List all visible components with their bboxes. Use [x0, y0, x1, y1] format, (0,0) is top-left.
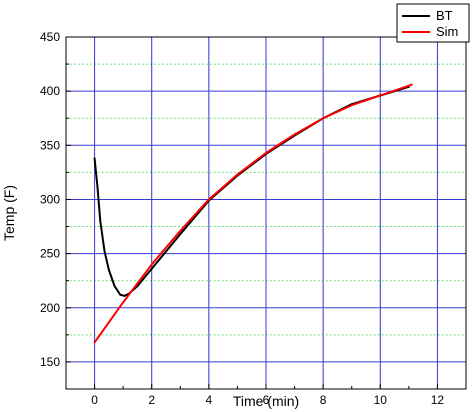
x-tick-label: 6 [263, 393, 270, 407]
x-tick-label: 8 [320, 393, 327, 407]
x-tick-label: 10 [374, 393, 388, 407]
y-tick-label: 150 [40, 355, 60, 369]
axis-labels: Time (min) Temp (F) [1, 185, 299, 409]
axis-ticks: 0 2 4 6 8 10 12 150 200 250 300 350 400 450 [40, 30, 444, 407]
x-tick-label: 2 [148, 393, 155, 407]
y-tick-label: 200 [40, 301, 60, 315]
legend-box [396, 3, 470, 43]
y-axis-label: Temp (F) [1, 185, 17, 241]
y-tick-label: 400 [40, 84, 60, 98]
legend-label-bt: BT [436, 8, 453, 23]
grid [66, 36, 466, 389]
series-lines [93, 83, 413, 344]
x-tick-label: 4 [206, 393, 213, 407]
x-tick-label: 0 [91, 393, 98, 407]
legend-label-sim: Sim [436, 24, 458, 39]
y-tick-label: 250 [40, 247, 60, 261]
y-tick-label: 450 [40, 30, 60, 44]
series-line-bt [93, 85, 410, 297]
x-axis-label: Time (min) [233, 393, 299, 409]
y-tick-label: 300 [40, 192, 60, 206]
y-tick-label: 350 [40, 138, 60, 152]
x-tick-label: 12 [431, 393, 445, 407]
series-line-sim [93, 83, 413, 344]
